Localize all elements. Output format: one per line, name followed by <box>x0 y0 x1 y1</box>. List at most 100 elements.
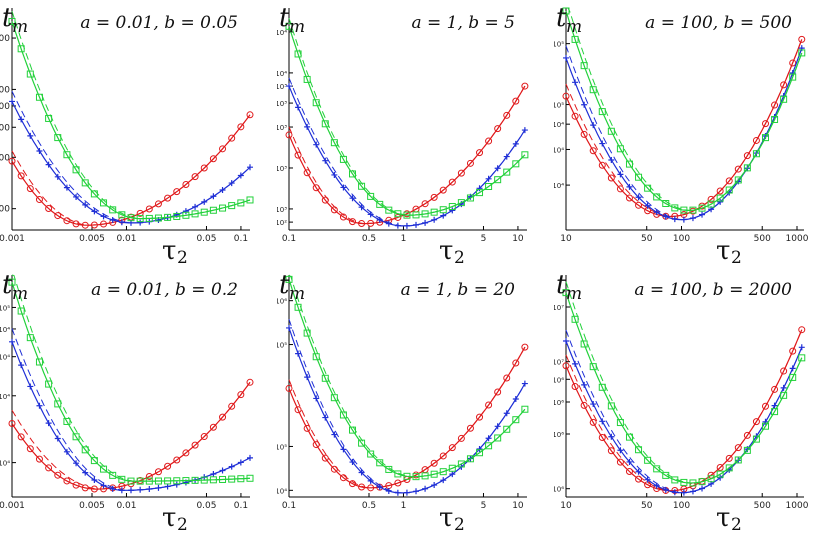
series-green-fit <box>565 292 803 484</box>
series-red-fit <box>11 114 251 226</box>
marker-blue <box>9 338 15 345</box>
marker-blue <box>27 132 34 139</box>
marker-green <box>439 468 447 476</box>
marker-red <box>45 205 53 213</box>
marker-blue <box>376 483 383 490</box>
marker-green <box>680 206 688 214</box>
marker-red <box>100 220 108 228</box>
marker-red <box>439 452 447 460</box>
x-axis-label-sub: 2 <box>454 248 465 267</box>
marker-blue <box>82 201 89 208</box>
marker-green <box>182 211 190 219</box>
y-axis-label: t <box>2 3 13 33</box>
marker-green <box>503 425 511 433</box>
marker-green <box>503 168 511 176</box>
marker-green <box>118 211 126 219</box>
y-axis-label: t <box>556 3 567 33</box>
y-tick-label: 8 × 10² <box>277 219 287 227</box>
marker-red <box>485 137 493 145</box>
marker-red <box>616 185 624 193</box>
marker-green <box>109 471 117 479</box>
marker-blue <box>313 141 320 148</box>
marker-blue <box>173 481 180 488</box>
marker-red <box>521 82 529 90</box>
marker-red <box>17 172 25 180</box>
marker-green <box>457 199 465 207</box>
marker-blue <box>128 487 134 494</box>
marker-red <box>367 219 375 227</box>
marker-blue <box>201 198 208 205</box>
marker-red <box>90 221 98 229</box>
marker-red <box>476 413 484 421</box>
marker-blue <box>599 140 606 147</box>
marker-green <box>743 446 751 454</box>
chart-title: a = 100, b = 2000 <box>634 280 792 300</box>
marker-green <box>219 475 227 483</box>
marker-green <box>761 134 769 142</box>
marker-red <box>358 483 366 491</box>
y-tick-label: 1000 <box>0 85 10 95</box>
marker-red <box>72 220 80 228</box>
marker-blue <box>118 219 125 226</box>
marker-red <box>580 130 588 138</box>
marker-green <box>421 210 429 218</box>
marker-green <box>173 477 181 485</box>
marker-green <box>780 391 788 399</box>
marker-blue <box>118 487 125 494</box>
marker-green <box>200 208 208 216</box>
marker-blue <box>563 54 569 61</box>
marker-green <box>164 477 172 485</box>
y-axis-label: t <box>2 270 13 300</box>
marker-red <box>503 111 511 119</box>
marker-blue <box>286 324 292 331</box>
marker-red <box>598 161 606 169</box>
marker-blue <box>45 420 52 427</box>
marker-red <box>771 101 779 109</box>
marker-blue <box>137 486 144 493</box>
marker-red <box>571 112 579 120</box>
marker-blue <box>503 410 510 417</box>
marker-red <box>725 177 733 185</box>
marker-red <box>330 465 338 473</box>
marker-blue <box>449 207 456 214</box>
marker-red <box>54 212 62 220</box>
marker-green <box>653 193 661 201</box>
marker-red <box>439 186 447 194</box>
marker-blue <box>626 458 633 465</box>
marker-red <box>771 385 779 393</box>
marker-blue <box>413 488 420 495</box>
marker-red <box>228 134 236 142</box>
marker-green <box>725 464 733 472</box>
marker-green <box>512 416 520 424</box>
marker-blue <box>304 374 311 381</box>
marker-green <box>771 115 779 123</box>
chart-panel-4: 0.001 0.005 0.01 0.05 0.1 2 × 10⁴ 4 × 10⁴ 6 × 1… <box>0 270 254 534</box>
marker-blue <box>219 467 226 474</box>
marker-blue <box>512 395 519 402</box>
series-green-fit <box>288 279 526 478</box>
marker-blue <box>440 477 447 484</box>
x-axis-label: τ <box>716 503 730 533</box>
y-tick-label: 1 × 10⁵ <box>277 443 287 451</box>
marker-blue <box>440 212 447 219</box>
x-tick-label: 0.1 <box>282 501 296 511</box>
marker-green <box>403 211 411 219</box>
marker-green <box>90 190 98 198</box>
marker-green <box>635 173 643 181</box>
marker-blue <box>699 211 706 218</box>
x-tick-label: 0.001 <box>0 234 25 244</box>
x-tick-label: 0.5 <box>362 501 376 511</box>
marker-green <box>698 204 706 212</box>
marker-blue <box>36 402 43 409</box>
x-tick-label: 0.01 <box>116 501 136 511</box>
marker-green <box>330 394 338 402</box>
marker-red <box>164 462 172 470</box>
marker-red <box>154 200 162 208</box>
marker-blue <box>27 383 34 390</box>
marker-red <box>136 209 144 217</box>
marker-green <box>689 206 697 214</box>
marker-blue <box>358 204 365 211</box>
marker-blue <box>581 381 588 388</box>
marker-green <box>430 470 438 478</box>
series-blue-fit <box>11 341 251 491</box>
